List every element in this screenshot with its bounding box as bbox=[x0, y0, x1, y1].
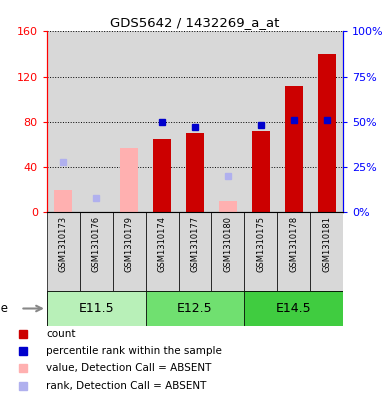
Text: percentile rank within the sample: percentile rank within the sample bbox=[46, 346, 222, 356]
Text: GSM1310181: GSM1310181 bbox=[322, 216, 331, 272]
Bar bbox=[120, 148, 138, 212]
Bar bbox=[186, 133, 204, 212]
Text: value, Detection Call = ABSENT: value, Detection Call = ABSENT bbox=[46, 363, 211, 373]
Bar bbox=[211, 31, 245, 212]
Text: GSM1310174: GSM1310174 bbox=[158, 216, 167, 272]
Title: GDS5642 / 1432269_a_at: GDS5642 / 1432269_a_at bbox=[110, 16, 280, 29]
Bar bbox=[145, 212, 179, 291]
Text: E14.5: E14.5 bbox=[276, 302, 312, 315]
Text: GSM1310173: GSM1310173 bbox=[59, 216, 68, 272]
Text: age: age bbox=[0, 302, 8, 315]
Bar bbox=[318, 54, 336, 212]
Bar bbox=[245, 291, 343, 326]
Bar bbox=[47, 291, 145, 326]
Bar bbox=[277, 31, 310, 212]
Text: GSM1310177: GSM1310177 bbox=[190, 216, 200, 272]
Text: E12.5: E12.5 bbox=[177, 302, 213, 315]
Bar bbox=[113, 31, 145, 212]
Bar bbox=[145, 291, 245, 326]
Bar bbox=[153, 139, 171, 212]
Bar bbox=[54, 189, 72, 212]
Text: GSM1310180: GSM1310180 bbox=[223, 216, 232, 272]
Bar bbox=[245, 212, 277, 291]
Bar bbox=[310, 31, 343, 212]
Bar bbox=[80, 212, 113, 291]
Text: GSM1310178: GSM1310178 bbox=[289, 216, 298, 272]
Bar bbox=[47, 212, 80, 291]
Bar bbox=[211, 212, 245, 291]
Text: E11.5: E11.5 bbox=[78, 302, 114, 315]
Bar bbox=[179, 212, 211, 291]
Bar bbox=[47, 31, 80, 212]
Bar bbox=[310, 212, 343, 291]
Bar bbox=[179, 31, 211, 212]
Text: GSM1310176: GSM1310176 bbox=[92, 216, 101, 272]
Text: GSM1310175: GSM1310175 bbox=[256, 216, 265, 272]
Bar bbox=[219, 201, 237, 212]
Bar bbox=[245, 31, 277, 212]
Text: count: count bbox=[46, 329, 76, 338]
Text: GSM1310179: GSM1310179 bbox=[125, 216, 134, 272]
Bar bbox=[113, 212, 145, 291]
Text: rank, Detection Call = ABSENT: rank, Detection Call = ABSENT bbox=[46, 381, 206, 391]
Bar bbox=[252, 131, 270, 212]
Bar bbox=[277, 212, 310, 291]
Bar bbox=[80, 31, 113, 212]
Bar bbox=[145, 31, 179, 212]
Bar bbox=[285, 86, 303, 212]
